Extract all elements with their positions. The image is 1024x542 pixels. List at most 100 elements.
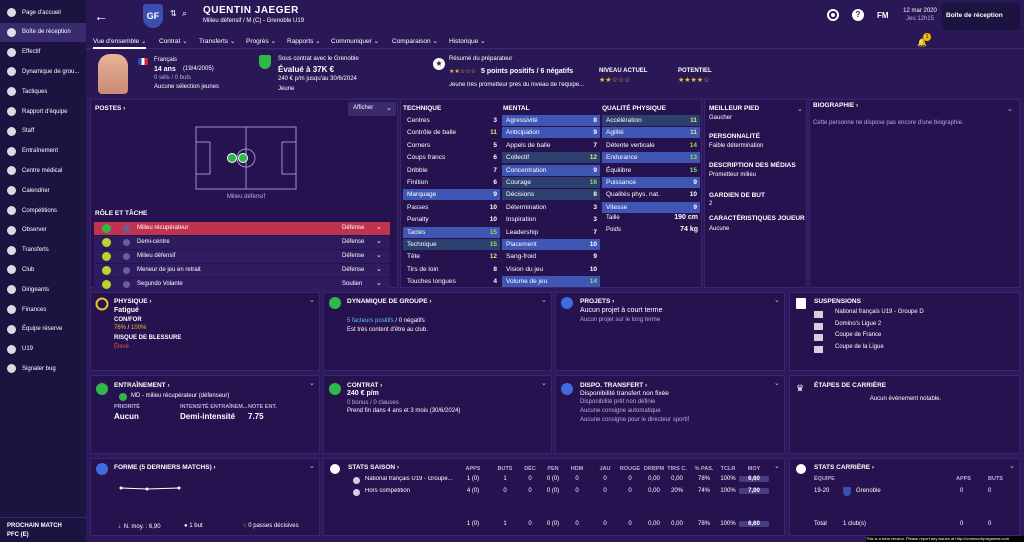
role-duty[interactable]: Défense (342, 267, 365, 273)
season-header: TCLR (720, 466, 736, 472)
chevron-down-icon[interactable]: ⌄ (309, 380, 315, 387)
physical-attr-value: 9 (693, 179, 697, 186)
physique-title[interactable]: PHYSIQUE › (114, 298, 152, 305)
dynamics-title[interactable]: DYNAMIQUE DE GROUPE › (347, 298, 432, 305)
back-arrow-icon[interactable]: ← (94, 8, 108, 24)
player-subtitle: Milieu défensif / M (C) - Grenoble U19 (203, 18, 305, 24)
sidebar-item-label: Effectif (22, 49, 41, 56)
sidebar-item-7[interactable]: Staff (0, 122, 86, 141)
season-cell: 0,00 (671, 476, 683, 482)
season-competition[interactable]: Hors compétition (365, 488, 411, 494)
tab-1[interactable]: Vue d'ensemble ⌄ (93, 37, 147, 49)
sidebar-item-9[interactable]: Centre médical (0, 161, 86, 180)
sidebar-item-13[interactable]: Transferts (0, 241, 86, 260)
club-icon (7, 265, 16, 275)
contract-icon (259, 55, 271, 69)
chevron-down-icon[interactable]: ⌄ (541, 380, 547, 387)
role-duty[interactable]: Soutien (342, 281, 363, 287)
sidebar-item-5[interactable]: Tactiques (0, 82, 86, 101)
fm-label[interactable]: FM (877, 11, 889, 20)
chevron-down-icon[interactable]: ⌄ (376, 266, 382, 273)
chevron-down-icon[interactable]: ⌄ (541, 297, 547, 304)
contract-title[interactable]: CONTRAT › (347, 382, 383, 389)
sidebar-item-8[interactable]: Entraînement (0, 142, 86, 161)
role-row[interactable]: Segundo Volante Soutien ⌄ (94, 278, 390, 291)
suspensions-panel: SUSPENSIONS National français U19 - Grou… (789, 292, 1020, 371)
tab-2[interactable]: Contrat ⌄ (159, 38, 188, 45)
role-duty[interactable]: Défense (342, 239, 365, 245)
mental-attr-value: 3 (593, 216, 597, 224)
career-stats-title[interactable]: STATS CARRIÈRE › (814, 464, 875, 471)
season-title[interactable]: STATS SAISON › (348, 464, 400, 471)
chevron-down-icon: ⌄ (386, 105, 392, 112)
chevron-down-icon[interactable]: ⌄ (774, 380, 780, 387)
next-match[interactable]: PROCHAIN MATCH PFC (E) (0, 517, 86, 542)
contract-ends: Prend fin dans 4 ans et 3 mois (30/6/202… (347, 408, 461, 414)
career-club[interactable]: Grenoble (856, 488, 881, 494)
tab-5[interactable]: Rapports ⌄ (287, 38, 321, 45)
sidebar-item-label: Transferts (22, 247, 49, 254)
role-duty[interactable]: Défense (342, 225, 365, 231)
chevron-down-icon[interactable]: ⌄ (309, 463, 315, 470)
chevron-down-icon[interactable]: ⌄ (376, 224, 382, 231)
form-title[interactable]: FORME (5 DERNIERS MATCHS) › (114, 464, 216, 471)
sidebar-item-2[interactable]: Boîte de réception (0, 22, 86, 42)
sidebar-item-3[interactable]: Effectif (0, 43, 86, 62)
sidebar-item-label: Page d'accueil (22, 9, 61, 16)
sidebar-item-12[interactable]: Observer (0, 221, 86, 240)
sidebar-item-14[interactable]: Club (0, 260, 86, 279)
role-row[interactable]: Milieu récupérateur Défense ⌄ (94, 222, 390, 235)
projects-title[interactable]: PROJETS › (580, 298, 615, 305)
tab-4[interactable]: Progrès ⌄ (246, 38, 277, 45)
chevron-down-icon[interactable]: ⌄ (774, 297, 780, 304)
inbox-button[interactable]: Boîte de réception (942, 3, 1020, 30)
mental-attr-value: 9 (593, 166, 597, 174)
chevron-down-icon[interactable]: ⌄ (376, 238, 382, 245)
training-title[interactable]: ENTRAÎNEMENT › (114, 382, 170, 389)
chevron-down-icon[interactable]: ⌄ (797, 106, 803, 113)
season-cell: 0 (0) (546, 488, 560, 494)
display-select[interactable]: Afficher ⌄ (348, 102, 396, 116)
sidebar-item-18[interactable]: U19 (0, 340, 86, 359)
transfer-icon (561, 383, 573, 395)
suspension-item: Coupe de France (835, 332, 882, 338)
role-row[interactable]: Demi-centre Défense ⌄ (94, 236, 390, 249)
bell-icon[interactable]: 🔔 (917, 38, 927, 47)
role-duty[interactable]: Défense (342, 253, 365, 259)
wage: 240 € p/m jusqu'au 30/6/2024 (278, 76, 357, 82)
sidebar-item-16[interactable]: Finances (0, 300, 86, 319)
sidebar-item-19[interactable]: Signaler bug (0, 359, 86, 378)
sidebar-item-17[interactable]: Équipe réserve (0, 320, 86, 339)
mental-attr-value: 8 (593, 191, 597, 199)
help-icon[interactable]: ? (852, 9, 864, 21)
tab-7[interactable]: Comparaison ⌄ (392, 38, 438, 45)
sidebar-item-6[interactable]: Rapport d'équipe (0, 102, 86, 121)
season-competition[interactable]: National français U19 - Groupe... (365, 476, 453, 482)
sidebar-item-10[interactable]: Calendrier (0, 181, 86, 200)
chevron-down-icon[interactable]: ⌄ (774, 463, 780, 470)
sidebar-item-15[interactable]: Dirigeants (0, 280, 86, 299)
gk-label: GARDIEN DE BUT (709, 192, 765, 199)
role-row[interactable]: Meneur de jeu en retrait Défense ⌄ (94, 264, 390, 277)
positions-title[interactable]: POSTES › (95, 105, 126, 112)
settings-icon[interactable] (826, 8, 842, 24)
chevron-down-icon[interactable]: ⌄ (376, 280, 382, 287)
competition-icon (814, 345, 823, 353)
chevron-down-icon[interactable]: ⌄ (1007, 106, 1013, 113)
bio-title[interactable]: BIOGRAPHIE › (813, 102, 859, 109)
role-row[interactable]: Milieu défensif Défense ⌄ (94, 250, 390, 263)
tab-8[interactable]: Historique ⌄ (449, 38, 486, 45)
sidebar-item-1[interactable]: Page d'accueil (0, 3, 86, 22)
chevron-down-icon[interactable]: ⌄ (309, 297, 315, 304)
chevron-down-icon[interactable]: ⌄ (376, 252, 382, 259)
season-header: MOY (747, 466, 761, 472)
search-icon[interactable]: ⌕ (182, 8, 188, 18)
sidebar-item-11[interactable]: Compétitions (0, 201, 86, 220)
tab-3[interactable]: Transferts ⌄ (199, 38, 236, 45)
tab-6[interactable]: Communiquer ⌄ (331, 38, 380, 45)
chevron-down-icon[interactable]: ⌄ (1009, 463, 1015, 470)
transfer-title[interactable]: DISPO. TRANSFERT › (580, 382, 648, 389)
sidebar-item-4[interactable]: Dynamique de grou... (0, 62, 86, 81)
sort-arrows-icon[interactable]: ⇅ (170, 9, 177, 18)
competition-icon (814, 334, 823, 341)
